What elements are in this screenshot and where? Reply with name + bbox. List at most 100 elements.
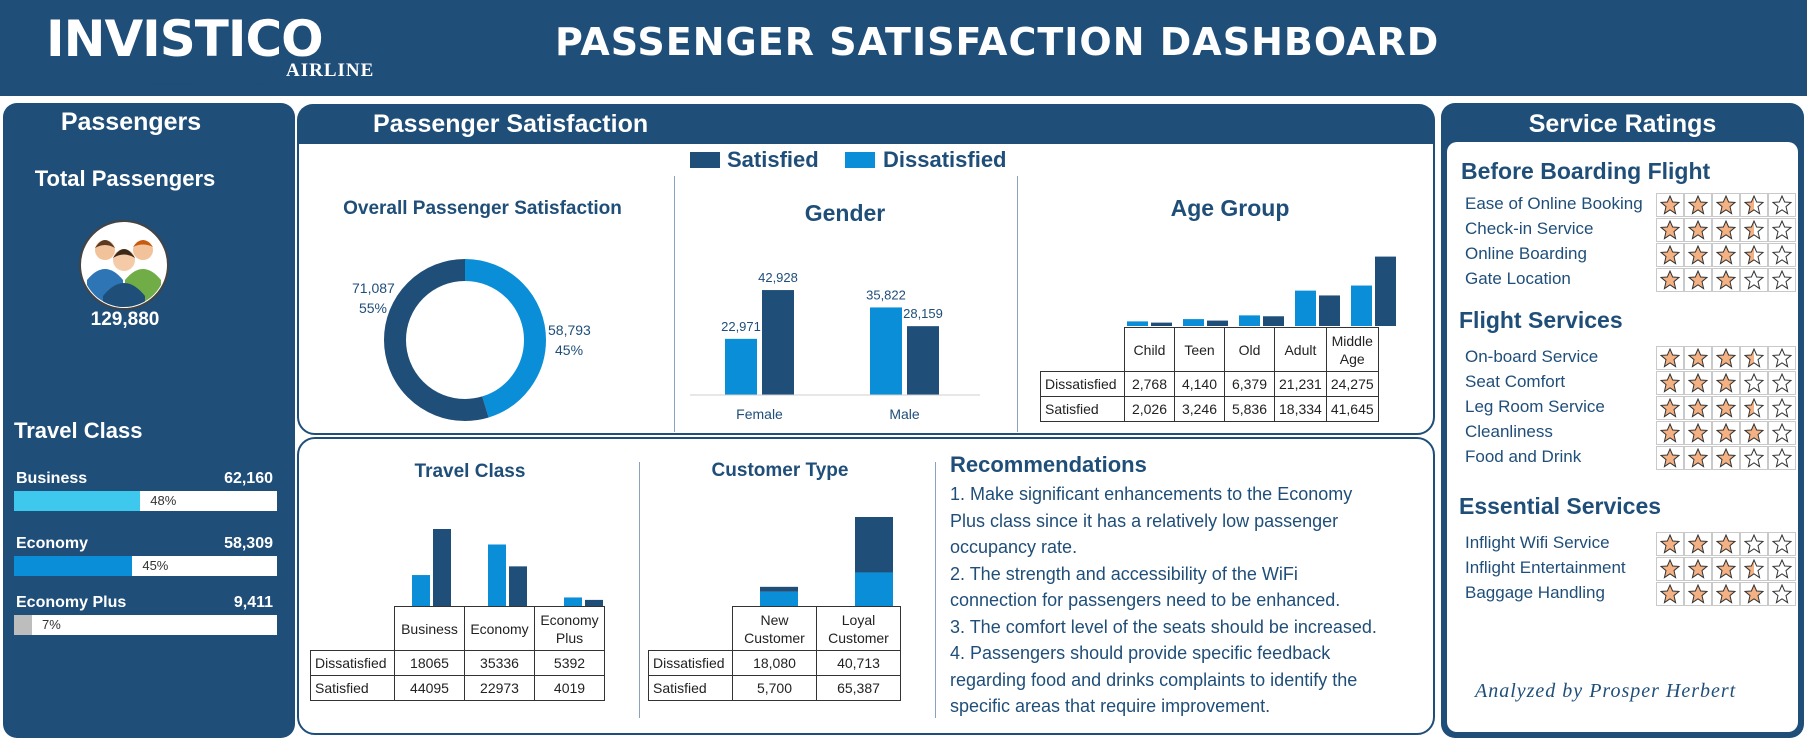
rating-section-title: Essential Services — [1459, 493, 1662, 519]
recommendation-line: 3. The comfort level of the seats should… — [950, 616, 1377, 637]
recommendation-line: occupancy rate. — [950, 537, 1078, 557]
star-icon — [1740, 532, 1768, 556]
star-icon — [1712, 218, 1740, 242]
donut-satisfied-value: 71,087 — [352, 280, 395, 296]
star-icon — [1768, 243, 1796, 267]
bar-dissatisfied — [760, 591, 798, 607]
table-cell: 5,836 — [1224, 396, 1275, 422]
table-row-label: Satisfied — [310, 675, 395, 701]
service-label: Seat Comfort — [1465, 372, 1566, 391]
table-corner — [311, 607, 395, 651]
service-label: Baggage Handling — [1465, 583, 1605, 602]
star-icon — [1768, 396, 1796, 420]
recommendation-line: connection for passengers need to be enh… — [950, 590, 1341, 610]
star-icon — [1684, 532, 1712, 556]
star-icon — [1684, 346, 1712, 370]
star-icon — [1712, 243, 1740, 267]
recommendation-line: 1. Make significant enhancements to the … — [950, 484, 1353, 504]
table-cell: 5392 — [534, 650, 605, 676]
gender-chart: 22,971 42,928 Female 35,822 28,159 Male — [690, 270, 980, 422]
donut-satisfied-pct: 55% — [358, 300, 387, 316]
table-cell: 4,140 — [1174, 371, 1225, 397]
bar-satisfied — [585, 599, 603, 607]
bar-dissatisfied — [855, 572, 893, 607]
class-share-pct: 45% — [142, 558, 169, 573]
star-icon — [1712, 421, 1740, 445]
bar-dissatisfied — [488, 544, 506, 607]
star-icon — [1684, 421, 1712, 445]
bar-satisfied — [907, 326, 939, 395]
star-icon — [1684, 396, 1712, 420]
class-share-fill — [14, 491, 141, 511]
star-rating — [1656, 446, 1796, 470]
star-icon — [1768, 268, 1796, 292]
category-label: Male — [889, 406, 920, 422]
divider — [1017, 176, 1018, 432]
total-passengers-label: Total Passengers — [34, 166, 216, 191]
service-label: Gate Location — [1465, 269, 1571, 288]
table-cell: 2,768 — [1124, 371, 1175, 397]
star-icon — [1712, 268, 1740, 292]
class-share-pct: 48% — [150, 493, 177, 508]
star-icon — [1768, 446, 1796, 470]
travel-class-title: Travel Class — [14, 418, 143, 443]
customer-type-chart-title: Customer Type — [711, 460, 849, 481]
class-name: Economy Plus — [16, 594, 127, 611]
legend-dissatisfied: Dissatisfied — [883, 147, 1007, 172]
class-share-fill — [14, 556, 133, 576]
bar-label: 42,928 — [758, 270, 798, 285]
table-header-cell: Loyal Customer — [816, 606, 901, 651]
star-icon — [1712, 193, 1740, 217]
overall-donut — [384, 259, 546, 421]
table-header-cell: Teen — [1174, 327, 1225, 372]
total-passengers-value: 129,880 — [90, 309, 160, 330]
service-label: Food and Drink — [1465, 447, 1582, 466]
bar-dissatisfied — [1351, 285, 1372, 326]
table-cell: 22973 — [464, 675, 535, 701]
star-rating — [1656, 243, 1796, 267]
bar-satisfied — [433, 529, 451, 607]
table-cell: 4019 — [534, 675, 605, 701]
star-icon — [1656, 396, 1684, 420]
table-header-cell: Child — [1124, 327, 1175, 372]
class-share-bar: 45% — [14, 556, 277, 576]
star-icon — [1684, 268, 1712, 292]
bar-dissatisfied — [412, 575, 430, 607]
satisfaction-title-band — [297, 104, 1435, 144]
age-table: Child Teen Old Adult Middle Age Dissatisfied 2… — [1040, 327, 1379, 422]
star-icon — [1712, 371, 1740, 395]
donut-dissatisfied-pct: 45% — [555, 342, 584, 358]
star-icon — [1712, 532, 1740, 556]
star-icon — [1684, 243, 1712, 267]
star-icon — [1740, 396, 1768, 420]
star-icon — [1656, 193, 1684, 217]
class-name: Economy — [16, 535, 89, 552]
table-cell: 40,713 — [816, 650, 901, 676]
logo: INVISTICO — [46, 10, 324, 68]
age-chart-title: Age Group — [1170, 195, 1290, 221]
satisfaction-title: Passenger Satisfaction — [373, 110, 649, 138]
class-name: Business — [16, 470, 88, 487]
category-label: Female — [736, 406, 783, 422]
star-rating — [1656, 396, 1796, 420]
recommendation-line: specific areas that require improvement. — [950, 696, 1271, 716]
table-header-cell: Business — [394, 606, 465, 651]
recommendation-line: 4. Passengers should provide specific fe… — [950, 643, 1331, 663]
gender-chart-title: Gender — [804, 200, 886, 226]
star-icon — [1768, 557, 1796, 581]
star-rating — [1656, 346, 1796, 370]
divider — [639, 462, 640, 718]
bar-dissatisfied — [870, 307, 902, 395]
bar-satisfied — [1207, 320, 1228, 326]
star-icon — [1768, 582, 1796, 606]
service-label: Inflight Entertainment — [1465, 558, 1626, 577]
star-icon — [1712, 396, 1740, 420]
star-icon — [1740, 557, 1768, 581]
star-icon — [1768, 218, 1796, 242]
star-icon — [1656, 243, 1684, 267]
star-icon — [1768, 532, 1796, 556]
class-count: 62,160 — [224, 470, 273, 487]
recommendations-title: Recommendations — [950, 452, 1147, 477]
logo-subtitle: AIRLINE — [286, 60, 375, 81]
star-rating — [1656, 582, 1796, 606]
